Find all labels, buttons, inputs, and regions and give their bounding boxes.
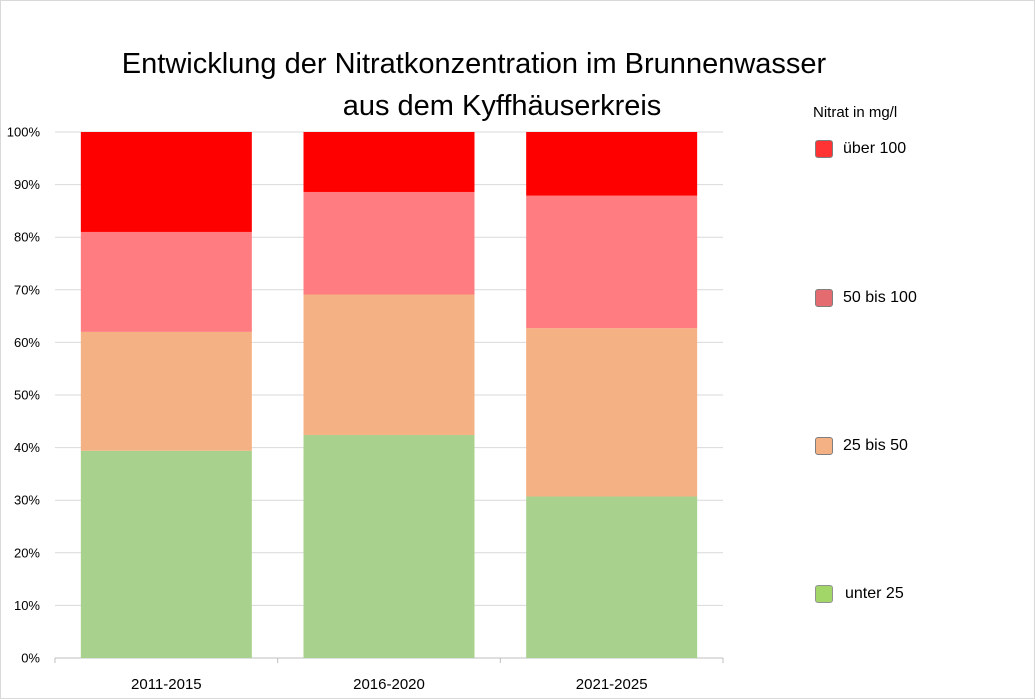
y-tick-label: 20% <box>14 545 40 560</box>
legend-label: 25 bis 50 <box>843 437 908 454</box>
legend-title: Nitrat in mg/l <box>813 104 898 121</box>
bar-segment <box>303 294 475 435</box>
chart-title: Entwicklung der Nitratkonzentration im B… <box>1 43 947 127</box>
bar-segment <box>526 328 698 497</box>
bar-segment <box>303 132 475 192</box>
y-tick-label: 40% <box>14 440 40 455</box>
legend-item-25-bis-50: 25 bis 50 <box>815 434 908 458</box>
bar-segment <box>80 132 252 232</box>
y-tick-label: 10% <box>14 598 40 613</box>
bar-segment <box>80 450 252 658</box>
legend-swatch <box>815 289 833 307</box>
legend-swatch <box>815 140 833 158</box>
x-category-label: 2016-2020 <box>353 676 425 693</box>
bar-segment <box>80 331 252 451</box>
y-tick-label: 30% <box>14 493 40 508</box>
legend-item-50-bis-100: 50 bis 100 <box>815 286 917 310</box>
bar-segment <box>526 496 698 658</box>
legend-swatch <box>815 585 833 603</box>
legend-swatch <box>815 437 833 455</box>
x-category-label: 2011-2015 <box>131 676 202 693</box>
y-tick-label: 100% <box>7 125 41 140</box>
chart-title-line-1: Entwicklung der Nitratkonzentration im B… <box>121 48 827 80</box>
bar-segment <box>80 231 252 332</box>
bar-segment <box>303 434 475 658</box>
y-tick-label: 80% <box>14 230 40 245</box>
y-tick-label: 90% <box>14 177 40 192</box>
y-tick-label: 50% <box>14 388 40 403</box>
legend-item-ueber-100: über 100 <box>815 137 906 161</box>
legend-label: über 100 <box>843 140 907 157</box>
bar-segment <box>526 132 698 196</box>
x-category-label: 2021-2025 <box>576 676 648 693</box>
legend-label: 50 bis 100 <box>843 289 917 306</box>
bar-segment <box>303 191 475 295</box>
chart-title-line-2: aus dem Kyffhäuserkreis <box>342 90 662 122</box>
legend-label: unter 25 <box>845 585 904 602</box>
y-tick-label: 60% <box>14 335 40 350</box>
bar-segment <box>526 195 698 329</box>
y-tick-label: 0% <box>21 651 40 666</box>
legend-item-unter-25: unter 25 <box>815 582 904 606</box>
y-tick-label: 70% <box>14 282 40 297</box>
